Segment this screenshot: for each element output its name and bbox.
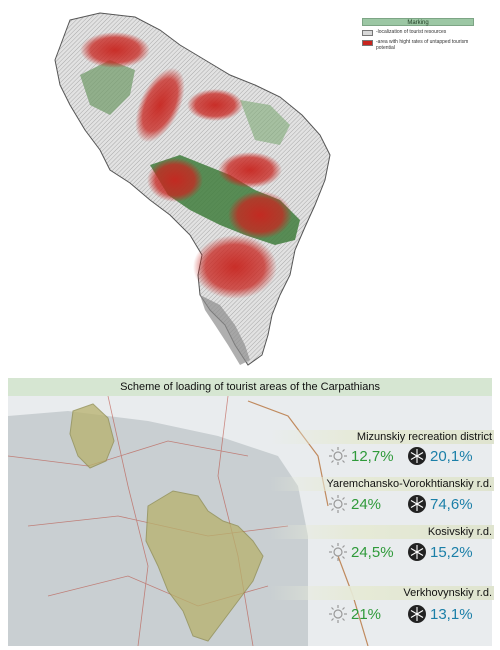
district-stats-yaremchansko: 24% 74,6% — [328, 494, 473, 514]
district-stats-verkhovynskiy: 21% 13,1% — [328, 604, 473, 624]
snowflake-icon — [408, 447, 426, 465]
southern-districts-area — [145, 490, 264, 642]
summer-load-mizunskiy: 12,7% — [351, 447, 394, 465]
mizunskiy-district-area — [69, 403, 115, 469]
legend-label-resources: -localization of tourist resources — [376, 29, 447, 35]
legend-swatch-resources — [362, 30, 373, 36]
mountain-shadow — [200, 295, 250, 365]
winter-load-kosivskiy: 15,2% — [430, 543, 473, 561]
district-label-mizunskiy: Mizunskiy recreation district — [270, 430, 494, 444]
hotspot-northwest — [80, 32, 150, 68]
hotspot-layer — [80, 32, 292, 299]
forest-zone-north — [80, 60, 135, 115]
district-label-verkhovynskiy: Verkhovynskiy r.d. — [270, 586, 494, 600]
forest-zone-east — [240, 100, 290, 145]
legend-title: Marking — [362, 18, 474, 26]
hotspot-east — [218, 152, 282, 188]
scheme-title: Scheme of loading of tourist areas of th… — [8, 378, 492, 396]
legend-label-potential: -area with hight rates of untapped touri… — [376, 39, 469, 51]
winter-load-mizunskiy: 20,1% — [430, 447, 473, 465]
sun-icon — [329, 543, 347, 561]
winter-load-yaremchansko: 74,6% — [430, 495, 473, 513]
sun-icon — [329, 605, 347, 623]
hotspot-north — [135, 67, 185, 143]
district-label-kosivskiy: Kosivskiy r.d. — [270, 525, 494, 539]
hotspot-center — [147, 158, 203, 202]
sun-icon — [329, 447, 347, 465]
sun-icon — [329, 495, 347, 513]
snowflake-icon — [408, 543, 426, 561]
snowflake-icon — [408, 495, 426, 513]
district-label-yaremchansko: Yaremchansko-Vorokhtianskiy r.d. — [270, 477, 494, 491]
summer-load-verkhovynskiy: 21% — [351, 605, 382, 623]
tourist-potential-map — [54, 12, 331, 366]
hotspot-south — [193, 235, 277, 299]
legend-swatch-potential — [362, 40, 373, 46]
legend-item-resources: -localization of tourist resources — [362, 29, 474, 36]
carpathian-district-map — [8, 396, 492, 646]
legend-item-potential: -area with hight rates of untapped touri… — [362, 39, 474, 51]
district-stats-mizunskiy: 12,7% 20,1% — [328, 446, 473, 466]
summer-load-yaremchansko: 24% — [351, 495, 382, 513]
winter-load-verkhovynskiy: 13,1% — [430, 605, 473, 623]
summer-load-kosivskiy: 24,5% — [351, 543, 394, 561]
map-legend: Marking -localization of tourist resourc… — [362, 18, 474, 51]
hotspot-southeast — [228, 191, 292, 239]
snowflake-icon — [408, 605, 426, 623]
hotspot-center-north — [187, 89, 243, 121]
district-stats-kosivskiy: 24,5% 15,2% — [328, 542, 473, 562]
